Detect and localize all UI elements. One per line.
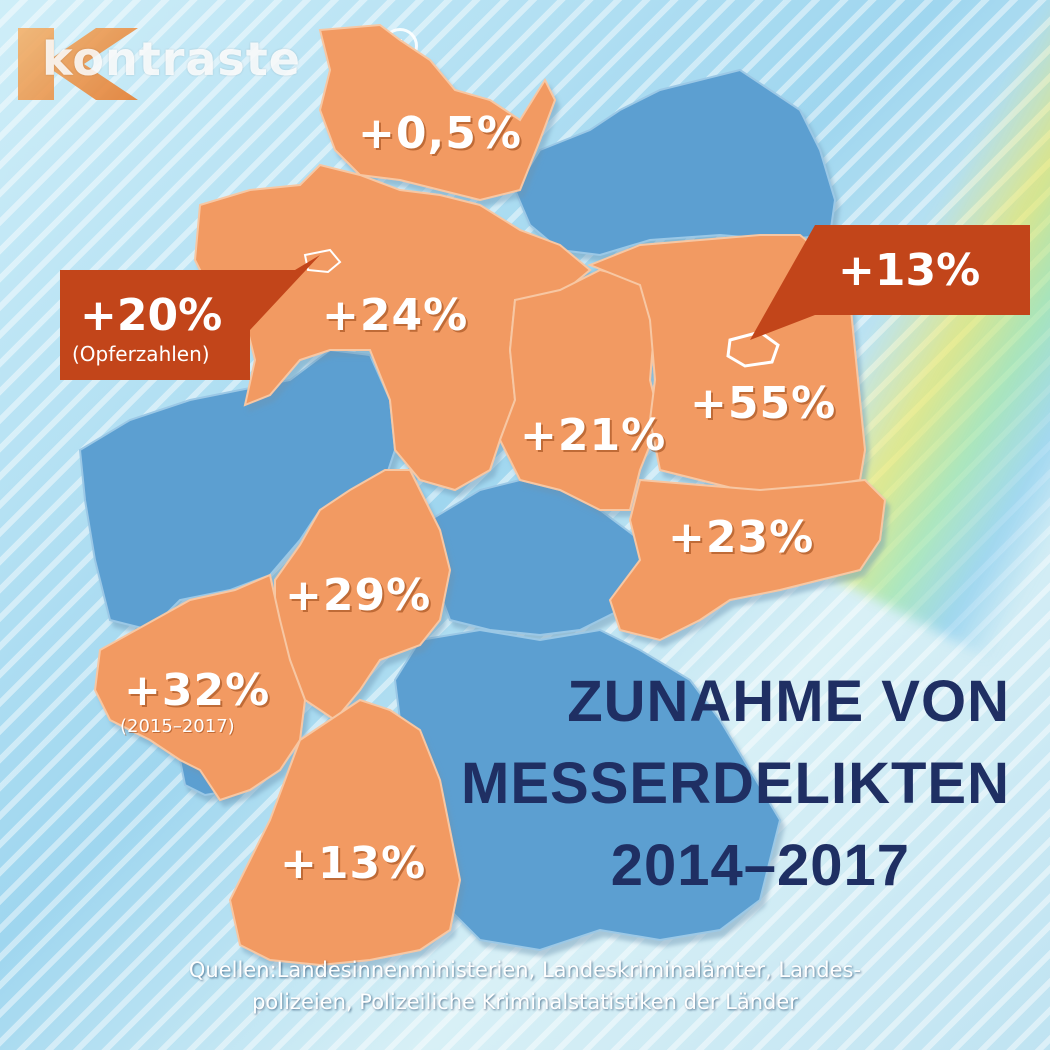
sources-line-2: polizeien, Polizeiliche Kriminalstatisti…: [252, 990, 798, 1014]
sachsen-value: +23%: [668, 512, 815, 563]
bremen-value: +20%: [80, 290, 223, 341]
niedersachsen-value: +24%: [322, 290, 469, 341]
kontraste-logo: kontraste 1: [18, 28, 418, 108]
callout-berlin: [750, 225, 1030, 340]
hessen-value: +29%: [285, 570, 432, 621]
callout-bremen: [60, 255, 320, 380]
state-rheinland-pfalz: [93, 573, 307, 802]
schleswig-holstein-value: +0,5%: [358, 108, 522, 159]
state-sachsen-anhalt: [498, 268, 662, 511]
logo-text: kontraste: [42, 32, 301, 86]
state-baden-wuerttemberg: [228, 698, 462, 967]
baden-wuerttemberg-value: +13%: [280, 838, 427, 889]
sources-line-1: Quellen:Landesinnenministerien, Landeskr…: [188, 958, 862, 982]
title-line-2: MESSERDELIKTEN: [461, 751, 1010, 816]
title-line-1: ZUNAHME VON: [567, 669, 1010, 734]
state-sachsen: [608, 478, 887, 642]
title-line-3: 2014–2017: [610, 833, 910, 898]
berlin-value: +13%: [838, 245, 981, 296]
sachsen-anhalt-value: +21%: [520, 410, 667, 461]
rheinland-pfalz-note: (2015–2017): [120, 716, 235, 737]
rheinland-pfalz-value: +32%: [124, 665, 271, 716]
bremen-note: (Opferzahlen): [72, 342, 210, 366]
state-mecklenburg-vorpommern: [513, 68, 837, 257]
brandenburg-value: +55%: [690, 378, 837, 429]
state-schleswig-holstein: [318, 23, 557, 202]
